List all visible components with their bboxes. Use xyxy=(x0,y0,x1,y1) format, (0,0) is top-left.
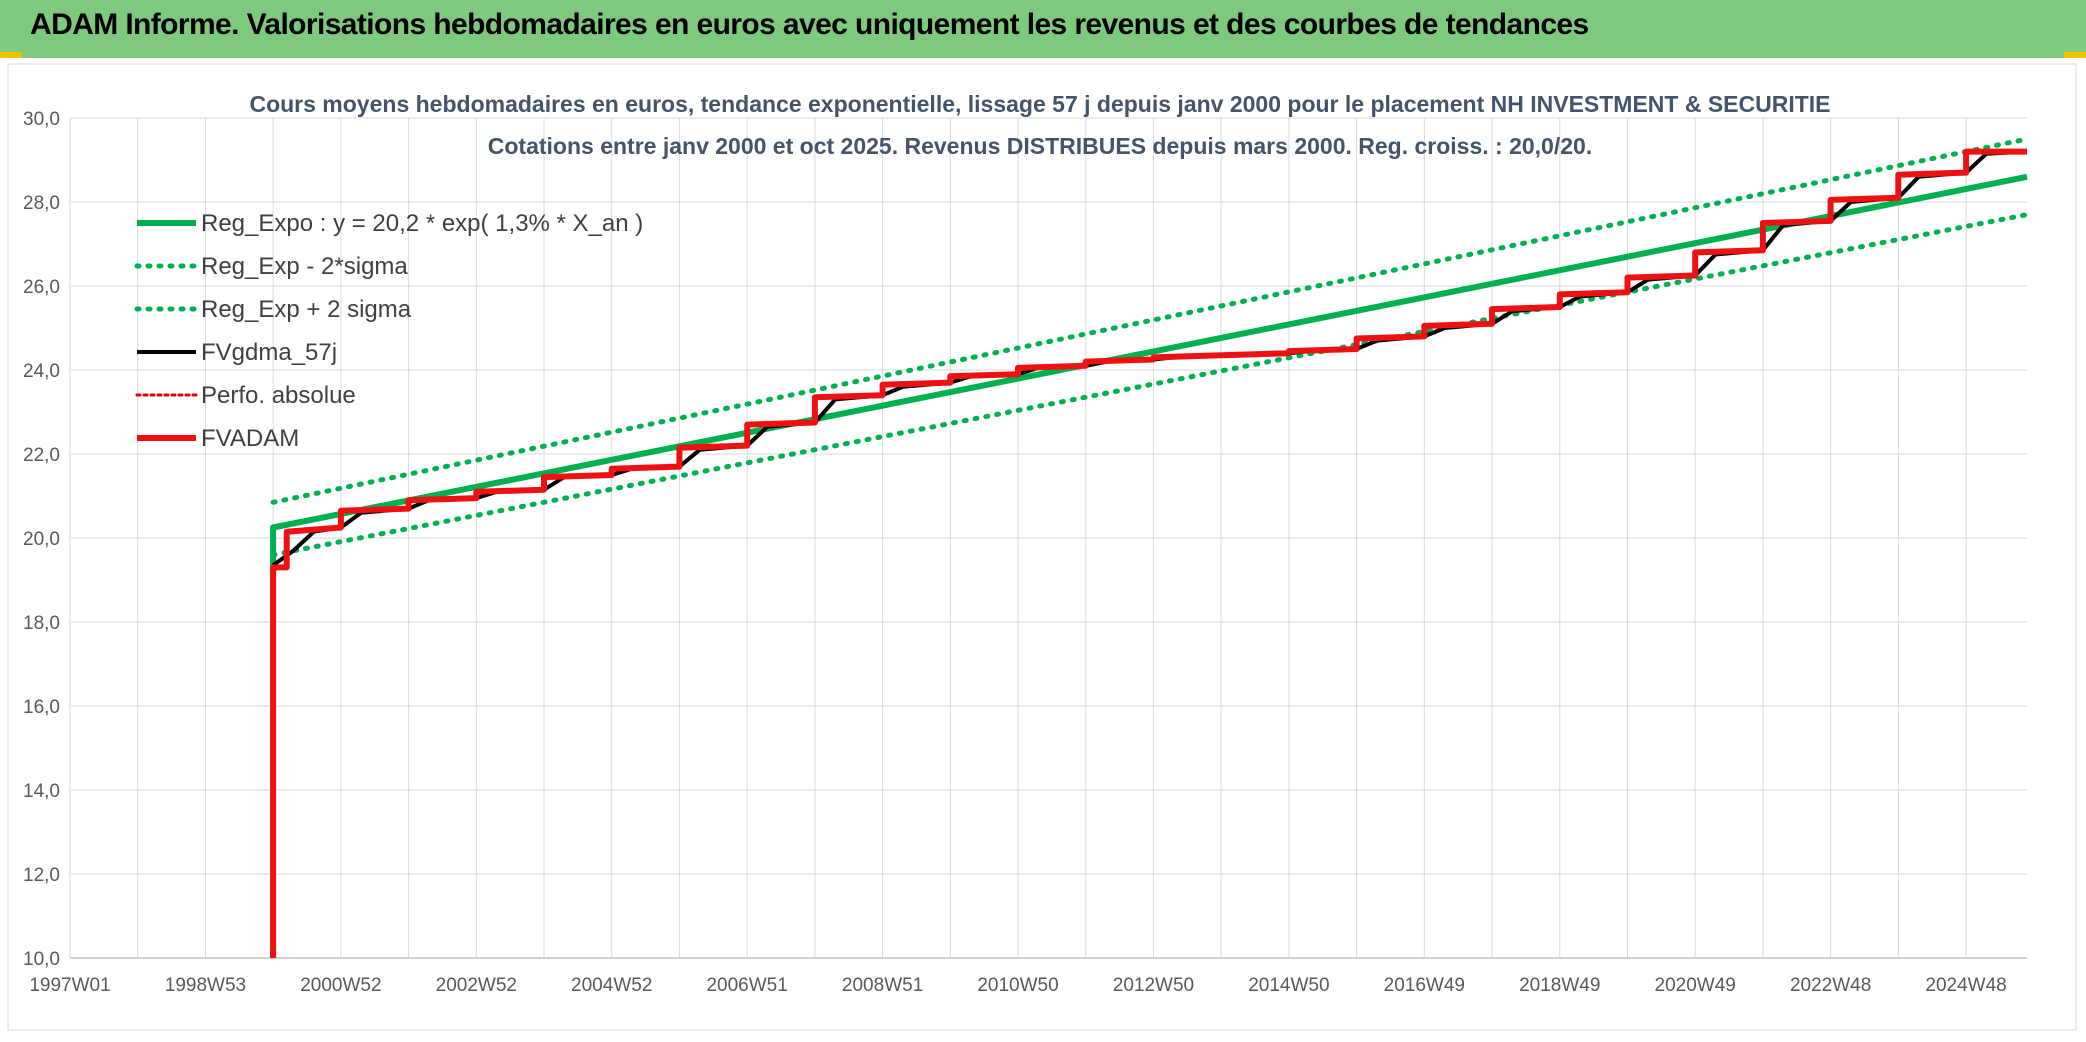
legend: Reg_Expo : y = 20,2 * exp( 1,3% * X_an )… xyxy=(134,210,643,452)
y-tick-label: 16,0 xyxy=(23,697,60,718)
corner-mark-right xyxy=(2064,52,2086,58)
series-line-1 xyxy=(270,212,2030,558)
corner-mark-left xyxy=(0,52,22,58)
legend-label: Reg_Exp - 2*sigma xyxy=(201,253,408,280)
chart-title: Cours moyens hebdomadaires en euros, ten… xyxy=(249,91,1830,117)
legend-label: FVgdma_57j xyxy=(201,339,337,366)
x-tick-label: 2004W52 xyxy=(571,975,652,996)
x-tick-label: 2000W52 xyxy=(300,975,381,996)
x-tick-label: 2022W48 xyxy=(1790,975,1871,996)
y-tick-label: 28,0 xyxy=(23,193,60,214)
x-tick-label: 2012W50 xyxy=(1113,975,1194,996)
y-tick-label: 24,0 xyxy=(23,361,60,382)
series-layer xyxy=(270,136,2030,958)
series-line-5 xyxy=(270,148,2027,958)
x-axis-ticks: 1997W01 1998W53 2000W52 2002W52 2004W52 2006W… xyxy=(29,975,2006,996)
y-axis-ticks: 10,0 12,0 14,0 16,0 18,0 20,0 22,0 24,0 26,0 28,0… xyxy=(23,109,60,970)
banner-title: ADAM Informe. Valorisations hebdomadaire… xyxy=(30,8,1589,41)
legend-label: Perfo. absolue xyxy=(201,382,356,409)
x-tick-label: 2020W49 xyxy=(1655,975,1736,996)
x-tick-label: 2014W50 xyxy=(1248,975,1329,996)
x-tick-label: 2010W50 xyxy=(977,975,1058,996)
x-tick-label: 2016W49 xyxy=(1384,975,1465,996)
banner: ADAM Informe. Valorisations hebdomadaire… xyxy=(0,0,2086,58)
y-tick-label: 26,0 xyxy=(23,277,60,298)
x-tick-label: 2002W52 xyxy=(436,975,517,996)
legend-label: FVADAM xyxy=(201,425,299,452)
series-line-2 xyxy=(270,136,2030,505)
y-tick-label: 18,0 xyxy=(23,613,60,634)
y-tick-label: 14,0 xyxy=(23,781,60,802)
chart-subtitle: Cotations entre janv 2000 et oct 2025. R… xyxy=(488,133,1592,159)
y-tick-label: 22,0 xyxy=(23,445,60,466)
x-tick-label: 1997W01 xyxy=(29,975,110,996)
legend-label: Reg_Exp + 2 sigma xyxy=(201,296,412,323)
chart-area: 10,0 12,0 14,0 16,0 18,0 20,0 22,0 24,0 26,0 28,0… xyxy=(0,58,2086,1037)
y-tick-label: 30,0 xyxy=(23,109,60,130)
x-tick-label: 2008W51 xyxy=(842,975,923,996)
x-tick-label: 2006W51 xyxy=(706,975,787,996)
chart-frame xyxy=(7,63,2077,1031)
y-tick-label: 10,0 xyxy=(23,949,60,970)
y-tick-label: 12,0 xyxy=(23,865,60,886)
x-tick-label: 2024W48 xyxy=(1925,975,2006,996)
legend-label: Reg_Expo : y = 20,2 * exp( 1,3% * X_an ) xyxy=(201,210,643,237)
x-tick-label: 2018W49 xyxy=(1519,975,1600,996)
chart-svg: 10,0 12,0 14,0 16,0 18,0 20,0 22,0 24,0 26,0 28,0… xyxy=(7,63,2077,1031)
y-tick-label: 20,0 xyxy=(23,529,60,550)
x-tick-label: 1998W53 xyxy=(165,975,246,996)
